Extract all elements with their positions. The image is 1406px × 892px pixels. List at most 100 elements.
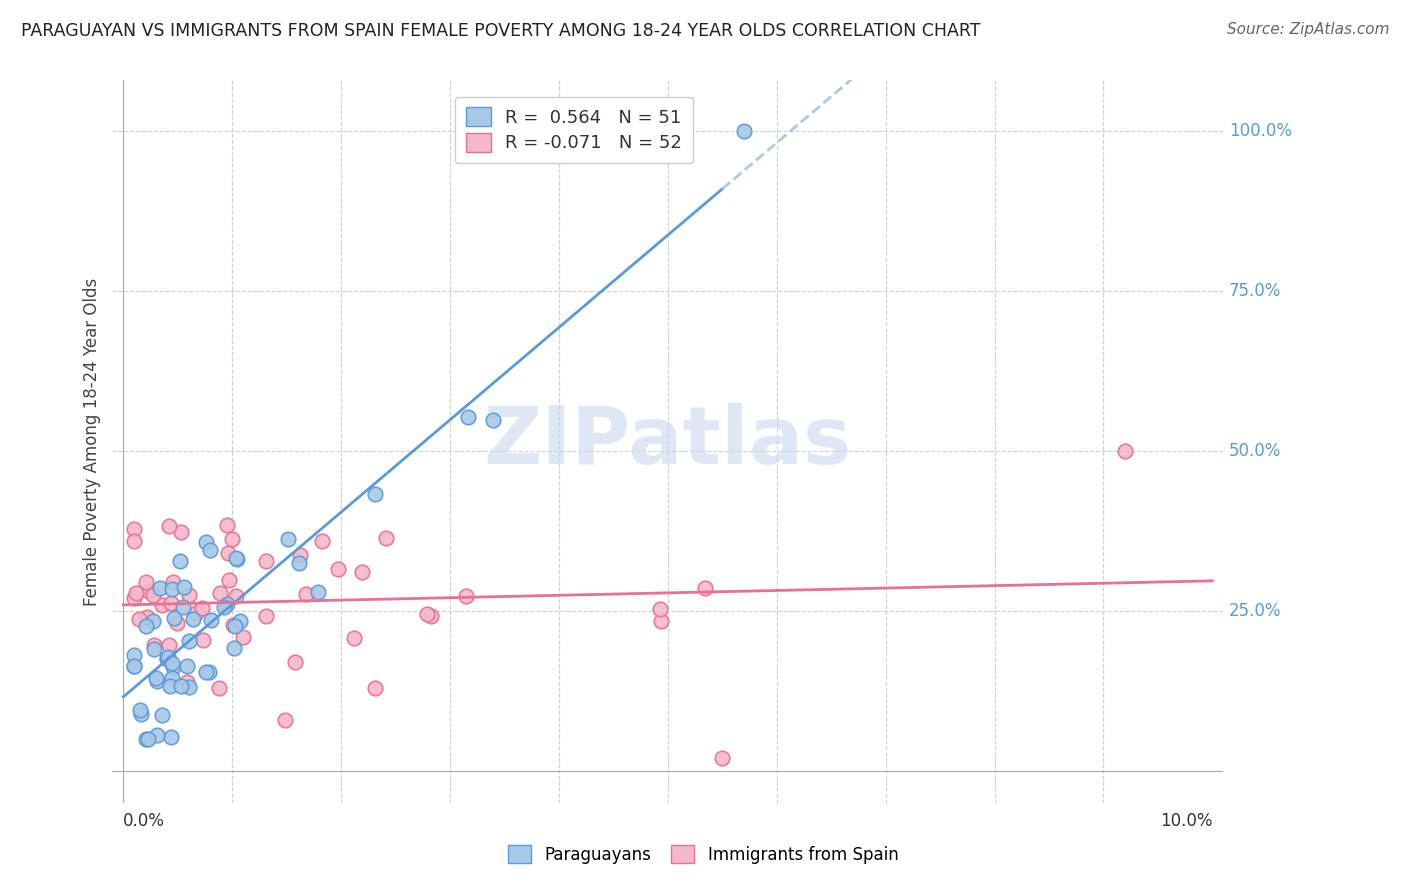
Point: [176, 659, 198, 673]
Point: [229, 614, 252, 628]
Text: 100.0%: 100.0%: [1229, 122, 1292, 140]
Point: [195, 665, 218, 679]
Point: [159, 679, 181, 693]
Point: [217, 546, 239, 560]
Point: [711, 751, 734, 765]
Point: [142, 588, 165, 602]
Point: [173, 580, 195, 594]
Point: [179, 633, 201, 648]
Point: [222, 617, 245, 632]
Point: [166, 616, 188, 631]
Point: [129, 707, 152, 722]
Text: 25.0%: 25.0%: [1229, 602, 1281, 620]
Point: [208, 585, 231, 599]
Point: [157, 519, 180, 533]
Point: [135, 619, 157, 633]
Point: [136, 584, 159, 599]
Point: [149, 581, 172, 595]
Point: [225, 589, 247, 603]
Point: [650, 615, 672, 629]
Text: 50.0%: 50.0%: [1229, 442, 1281, 460]
Point: [287, 556, 309, 570]
Point: [122, 591, 145, 605]
Y-axis label: Female Poverty Among 18-24 Year Olds: Female Poverty Among 18-24 Year Olds: [83, 277, 101, 606]
Point: [129, 702, 152, 716]
Point: [163, 611, 186, 625]
Point: [157, 639, 180, 653]
Point: [146, 673, 169, 688]
Point: [352, 566, 374, 580]
Point: [156, 650, 179, 665]
Point: [122, 648, 145, 663]
Point: [420, 609, 443, 624]
Point: [226, 551, 249, 566]
Point: [733, 124, 755, 138]
Point: [1114, 444, 1136, 458]
Point: [190, 600, 212, 615]
Point: [194, 534, 217, 549]
Point: [193, 633, 215, 648]
Point: [218, 574, 240, 588]
Point: [295, 587, 318, 601]
Legend: Paraguayans, Immigrants from Spain: Paraguayans, Immigrants from Spain: [501, 838, 905, 871]
Text: PARAGUAYAN VS IMMIGRANTS FROM SPAIN FEMALE POVERTY AMONG 18-24 YEAR OLDS CORRELA: PARAGUAYAN VS IMMIGRANTS FROM SPAIN FEMA…: [21, 22, 980, 40]
Point: [364, 487, 387, 501]
Point: [181, 612, 204, 626]
Point: [695, 581, 717, 595]
Point: [273, 713, 295, 727]
Point: [232, 630, 254, 644]
Point: [150, 598, 173, 612]
Text: 0.0%: 0.0%: [124, 813, 166, 830]
Point: [179, 680, 201, 694]
Point: [162, 660, 184, 674]
Point: [160, 730, 183, 744]
Point: [122, 658, 145, 673]
Point: [217, 597, 239, 611]
Point: [364, 681, 387, 695]
Point: [221, 533, 243, 547]
Point: [254, 554, 277, 568]
Point: [311, 533, 333, 548]
Point: [197, 665, 219, 679]
Point: [142, 614, 165, 628]
Point: [328, 562, 350, 576]
Point: [254, 608, 277, 623]
Point: [307, 585, 329, 599]
Point: [343, 631, 366, 645]
Point: [208, 681, 231, 695]
Point: [215, 518, 238, 533]
Point: [156, 650, 179, 665]
Point: [200, 613, 222, 627]
Point: [172, 600, 194, 615]
Point: [145, 727, 167, 741]
Point: [125, 586, 148, 600]
Point: [170, 679, 193, 693]
Point: [224, 641, 246, 656]
Point: [290, 549, 312, 563]
Point: [152, 707, 174, 722]
Text: 75.0%: 75.0%: [1229, 282, 1281, 301]
Point: [122, 523, 145, 537]
Point: [128, 612, 150, 626]
Point: [122, 534, 145, 549]
Point: [225, 551, 247, 566]
Point: [374, 531, 396, 545]
Point: [162, 575, 184, 590]
Point: [224, 619, 246, 633]
Point: [135, 574, 157, 589]
Point: [200, 543, 222, 558]
Point: [122, 658, 145, 673]
Point: [160, 596, 183, 610]
Text: 10.0%: 10.0%: [1160, 813, 1212, 830]
Point: [160, 582, 183, 596]
Point: [156, 652, 179, 666]
Point: [457, 410, 479, 425]
Point: [135, 731, 157, 746]
Point: [145, 671, 167, 685]
Point: [162, 672, 184, 686]
Point: [481, 413, 503, 427]
Point: [142, 642, 165, 657]
Point: [160, 656, 183, 670]
Point: [138, 731, 160, 746]
Point: [284, 655, 307, 669]
